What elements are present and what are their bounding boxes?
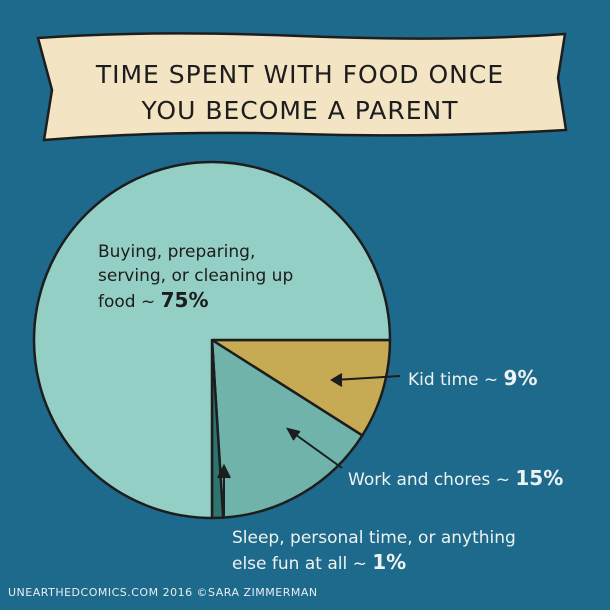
arrowhead-kid-time xyxy=(330,373,343,387)
arrow-work-chores xyxy=(291,431,343,469)
slice-value-work-chores: 15% xyxy=(515,466,564,490)
slice-label-kid-time: Kid time ~ 9% xyxy=(408,366,538,392)
slice-value-sleep: 1% xyxy=(372,550,407,574)
chart-title-line-1: TIME SPENT WITH FOOD ONCE xyxy=(95,60,505,89)
pie-slice-kid-time xyxy=(210,338,392,437)
slice-label-work-chores-text: Work and chores ~ xyxy=(348,470,510,490)
slice-label-sleep-line-2: else fun at all ~ xyxy=(232,554,367,574)
slice-label-sleep-line-1: Sleep, personal time, or anything xyxy=(232,528,516,548)
pie-slice-food xyxy=(32,160,392,520)
arrow-kid-time xyxy=(333,375,401,381)
slice-label-sleep: Sleep, personal time, or anything else f… xyxy=(232,526,516,576)
slice-value-food: 75% xyxy=(160,288,209,312)
slice-label-kid-time-text: Kid time ~ xyxy=(408,370,499,390)
slice-value-kid-time: 9% xyxy=(503,366,538,390)
slice-label-work-chores: Work and chores ~ 15% xyxy=(348,466,563,492)
footer-credit: UNEARTHEDCOMICS.COM 2016 ©SARA ZIMMERMAN xyxy=(8,586,318,599)
arrowhead-work-chores xyxy=(286,427,301,441)
slice-label-food-line-1: Buying, preparing, xyxy=(98,242,256,262)
title-banner xyxy=(36,32,568,142)
slice-label-food: Buying, preparing, serving, or cleaning … xyxy=(98,240,293,314)
chart-title-line-2: YOU BECOME A PARENT xyxy=(141,96,459,125)
slice-label-food-line-2: serving, or cleaning up xyxy=(98,266,294,286)
arrowhead-sleep xyxy=(217,463,231,479)
slice-label-food-line-3: food ~ xyxy=(98,292,156,312)
